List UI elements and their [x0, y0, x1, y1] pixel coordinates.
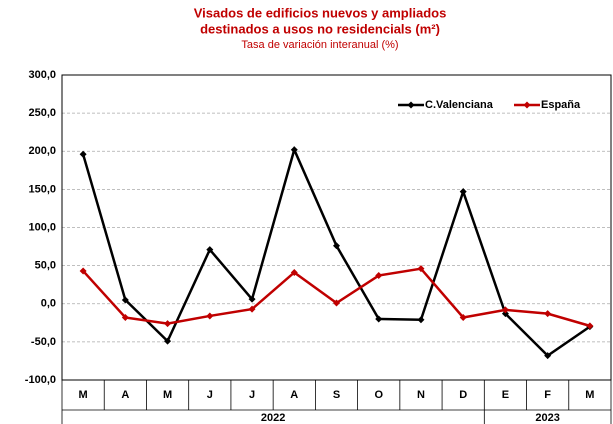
y-tick-label: 150,0	[28, 183, 56, 195]
year-label: 2022	[261, 412, 285, 424]
x-tick-label: A	[290, 389, 298, 401]
legend-label: C.Valenciana	[425, 99, 494, 111]
point	[206, 246, 214, 254]
chart-title: Visados de edificios nuevos y ampliados	[194, 5, 447, 20]
point	[544, 310, 552, 318]
series-line	[81, 146, 591, 358]
x-tick-label: E	[502, 389, 509, 401]
y-tick-label: 50,0	[35, 260, 56, 272]
point	[248, 305, 256, 313]
point	[501, 310, 509, 318]
y-tick-label: 100,0	[28, 221, 56, 233]
point	[544, 352, 552, 360]
point	[459, 313, 467, 321]
point	[79, 150, 87, 158]
year-label: 2023	[535, 412, 559, 424]
point	[290, 146, 298, 154]
chart-subtitle: Tasa de variación interanual (%)	[241, 39, 398, 51]
point	[375, 272, 383, 280]
point	[121, 313, 129, 321]
x-tick-label: M	[163, 389, 172, 401]
x-tick-label: D	[459, 389, 467, 401]
point	[417, 316, 425, 324]
x-tick-label: J	[207, 389, 213, 401]
plot-border	[61, 74, 612, 381]
series-line	[82, 267, 591, 328]
point	[586, 322, 594, 330]
y-tick-label: 300,0	[28, 69, 56, 81]
point	[164, 337, 172, 345]
legend-marker	[407, 101, 415, 109]
y-tick-label: 0,0	[41, 298, 56, 310]
legend-label: España	[541, 99, 581, 111]
y-tick-label: 200,0	[28, 145, 56, 157]
point	[459, 188, 467, 196]
x-tick-label: M	[585, 389, 594, 401]
legend-marker	[523, 101, 531, 109]
y-tick-label: 250,0	[28, 107, 56, 119]
point	[375, 315, 383, 323]
x-tick-label: M	[79, 389, 88, 401]
point	[333, 242, 340, 250]
x-tick-label: S	[333, 389, 340, 401]
point	[206, 312, 214, 320]
point	[290, 268, 298, 276]
point	[248, 295, 256, 303]
point	[121, 296, 129, 304]
point	[417, 265, 425, 273]
x-tick-label: J	[249, 389, 255, 401]
point	[501, 306, 509, 314]
point	[333, 299, 340, 307]
point	[79, 267, 87, 275]
x-tick-label: F	[544, 389, 551, 401]
x-tick-label: N	[417, 389, 425, 401]
chart-title-line2: destinados a usos no residencials (m²)	[200, 21, 440, 36]
point	[164, 320, 172, 328]
x-tick-label: O	[374, 389, 383, 401]
y-tick-label: -100,0	[25, 374, 56, 386]
y-tick-label: -50,0	[31, 336, 56, 348]
x-tick-label: A	[121, 389, 129, 401]
